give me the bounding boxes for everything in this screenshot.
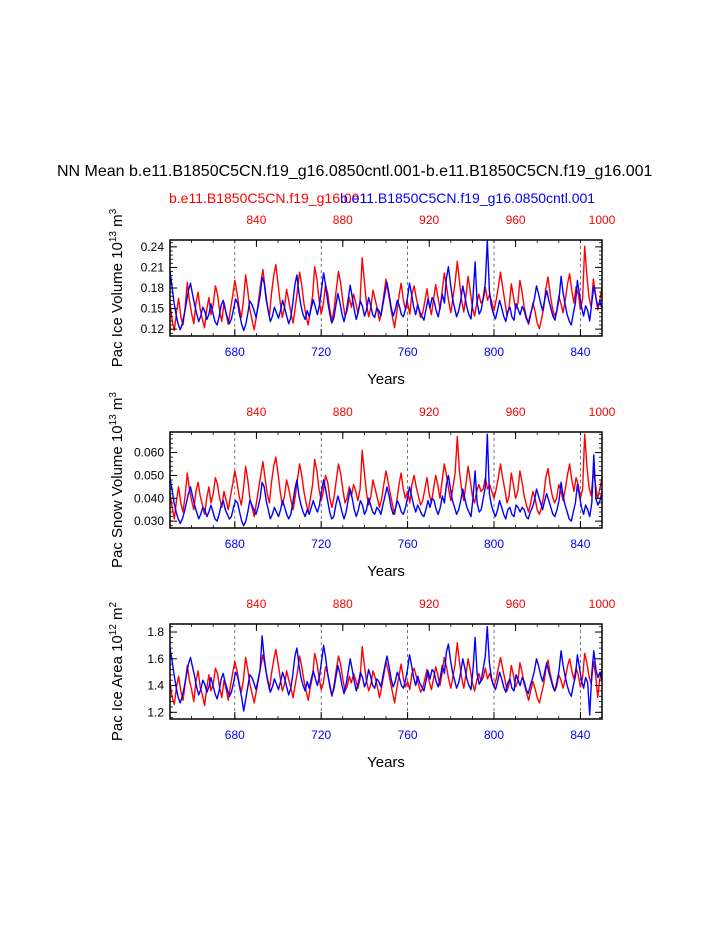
x-tick-label: 840: [570, 345, 590, 359]
y-axis-title: Pac Ice Area 1012 m2: [108, 601, 126, 741]
x-tick-label: 680: [225, 728, 245, 742]
x-tick-label-top: 960: [506, 213, 526, 227]
x-tick-label-top: 840: [246, 405, 266, 419]
y-axis-title-unit-exponent: 2: [108, 601, 119, 607]
x-tick-label: 720: [311, 345, 331, 359]
y-tick-label: 1.4: [147, 679, 164, 693]
x-tick-label: 680: [225, 345, 245, 359]
figure-title: NN Mean b.e11.B1850C5CN.f19_g16.0850cntl…: [0, 163, 723, 187]
x-tick-label: 800: [484, 728, 504, 742]
legend-series-b: b.e11.B1850C5CN.f19_g16.0850cntl.001: [340, 190, 596, 206]
x-axis-title: Years: [367, 754, 405, 771]
y-axis-title-exponent: 12: [108, 624, 119, 636]
y-axis-title-unit-exponent: 3: [108, 392, 119, 398]
x-tick-label: 720: [311, 537, 331, 551]
legend-series-a: b.e11.B1850C5CN.f19_g16.001: [169, 190, 368, 206]
y-axis-title-unit-exponent: 3: [108, 208, 119, 214]
x-tick-label: 680: [225, 537, 245, 551]
x-tick-label-top: 1000: [589, 213, 616, 227]
y-tick-label: 0.050: [134, 468, 164, 482]
x-tick-label: 800: [484, 537, 504, 551]
series-line-red: [169, 433, 603, 520]
y-axis-title-exponent: 13: [108, 414, 119, 426]
y-tick-label: 0.24: [141, 240, 165, 254]
x-tick-label-top: 960: [506, 597, 526, 611]
x-tick-label: 840: [570, 728, 590, 742]
y-tick-label: 0.030: [134, 514, 164, 528]
y-axis-title-exponent: 13: [108, 231, 119, 243]
figure-title-text: NN Mean b.e11.B1850C5CN.f19_g16.0850cntl…: [57, 163, 653, 180]
y-axis-title-text: Pac Snow Volume 10: [109, 425, 126, 568]
y-tick-label: 1.2: [147, 705, 164, 719]
x-tick-label-top: 840: [246, 213, 266, 227]
series-line-blue: [169, 239, 603, 332]
y-axis-title-text: Pac Ice Volume 10: [109, 242, 126, 367]
x-tick-label-top: 840: [246, 597, 266, 611]
y-axis-title-unit: m: [109, 607, 126, 624]
x-tick-label-top: 920: [419, 213, 439, 227]
y-tick-label: 0.18: [141, 281, 165, 295]
x-tick-label: 720: [311, 728, 331, 742]
x-tick-label-top: 880: [333, 597, 353, 611]
chart-panel-2: 680 720 760 800 840 840 880 920 960 1000 0.030 0.04…: [108, 392, 616, 580]
chart-panel-3: 680 720 760 800 840 840 880 920 960 1000 1.2 1.4 1.6…: [108, 597, 616, 771]
x-tick-label-top: 1000: [589, 597, 616, 611]
y-tick-label: 0.040: [134, 491, 164, 505]
x-tick-label-top: 920: [419, 597, 439, 611]
x-axis-title: Years: [367, 563, 405, 580]
x-tick-label-top: 920: [419, 405, 439, 419]
y-axis-title-text: Pac Ice Area 10: [109, 635, 126, 741]
y-tick-label: 0.060: [134, 446, 164, 460]
x-axis-title: Years: [367, 371, 405, 388]
series-line-blue: [169, 626, 603, 716]
x-tick-label-top: 880: [333, 213, 353, 227]
chart-panel-1: 680 720 760 800 840 840 880 920 960 1000 0.12 0.15 0…: [108, 208, 616, 388]
x-tick-label: 760: [398, 537, 418, 551]
x-tick-label: 840: [570, 537, 590, 551]
y-tick-label: 0.21: [141, 260, 165, 274]
x-tick-label-top: 1000: [589, 405, 616, 419]
y-tick-label: 1.8: [147, 625, 164, 639]
y-axis-title: Pac Ice Volume 1013 m3: [108, 208, 126, 367]
x-tick-label-top: 960: [506, 405, 526, 419]
y-axis-title: Pac Snow Volume 1013 m3: [108, 392, 126, 568]
x-tick-label: 800: [484, 345, 504, 359]
y-tick-label: 0.12: [141, 322, 165, 336]
x-tick-label: 760: [398, 345, 418, 359]
x-tick-label-top: 880: [333, 405, 353, 419]
y-tick-label: 1.6: [147, 652, 164, 666]
y-axis-title-unit: m: [109, 214, 126, 231]
x-tick-label: 760: [398, 728, 418, 742]
y-axis-title-unit: m: [109, 398, 126, 415]
series-line-blue: [169, 433, 603, 527]
y-tick-label: 0.15: [141, 302, 165, 316]
